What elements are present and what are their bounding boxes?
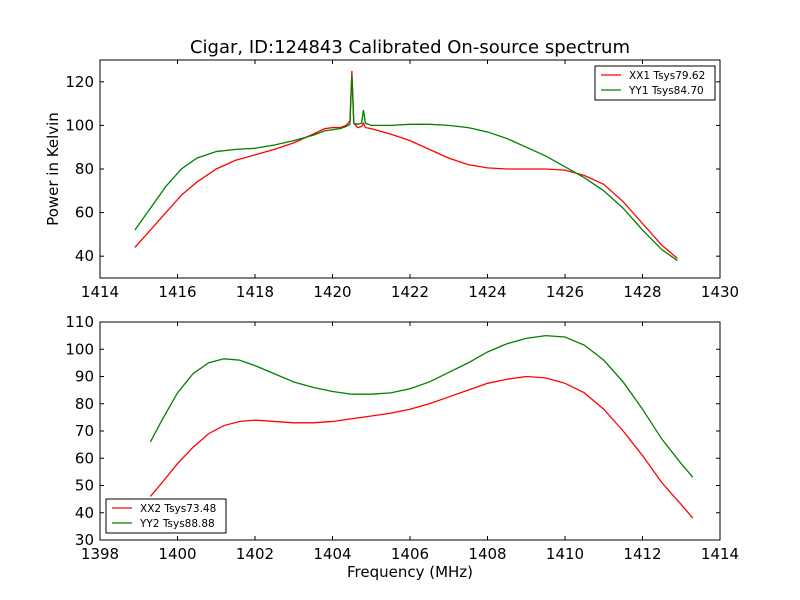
- plot-1: [99, 59, 721, 279]
- x-tick-label: 1404: [313, 545, 351, 563]
- x-tick-label: 1416: [158, 283, 196, 301]
- chart-title: Cigar, ID:124843 Calibrated On-source sp…: [190, 37, 630, 58]
- legend-box: [105, 498, 227, 534]
- series-line-xx2: [149, 375, 694, 519]
- y-tick-label: 60: [75, 204, 94, 222]
- x-tick-label: 1400: [158, 545, 196, 563]
- x-tick-label: 1402: [236, 545, 274, 563]
- x-tick-label: 1406: [391, 545, 429, 563]
- series-line-yy1: [134, 75, 678, 262]
- legend-box: [594, 65, 716, 101]
- series-line-xx1: [134, 70, 678, 259]
- y-tick-label: 100: [65, 340, 94, 358]
- x-tick-label: 1426: [546, 283, 584, 301]
- y-tick-label: 70: [75, 422, 94, 440]
- y-tick-label: 40: [75, 504, 94, 522]
- y-tick-label: 40: [75, 247, 94, 265]
- y-tick-label: 60: [75, 449, 94, 467]
- legend-label: XX1 Tsys79.62: [629, 70, 705, 82]
- y-tick-label: 110: [65, 313, 94, 331]
- series-line-yy2: [149, 334, 694, 478]
- y-tick-label: 120: [65, 73, 94, 91]
- x-tick-label: 1422: [391, 283, 429, 301]
- legend-label: YY1 Tsys84.70: [628, 85, 704, 97]
- plot-2: [99, 321, 721, 541]
- x-tick-label: 1414: [701, 545, 739, 563]
- x-tick-label: 1414: [81, 283, 119, 301]
- x-tick-label: 1408: [468, 545, 506, 563]
- y-tick-label: 80: [75, 160, 94, 178]
- x-tick-label: 1420: [313, 283, 351, 301]
- y-tick-label: 90: [75, 368, 94, 386]
- x-tick-label: 1410: [546, 545, 584, 563]
- legend-label: XX2 Tsys73.48: [140, 503, 216, 515]
- x-tick-label: 1430: [701, 283, 739, 301]
- x-tick-label: 1428: [623, 283, 661, 301]
- x-axis-label: Frequency (MHz): [347, 563, 473, 581]
- y-tick-label: 50: [75, 477, 94, 495]
- legend-label: YY2 Tsys88.88: [139, 518, 215, 530]
- x-tick-label: 1424: [468, 283, 506, 301]
- y-tick-label: 100: [65, 116, 94, 134]
- y-tick-label: 30: [75, 531, 94, 549]
- y-tick-label: 80: [75, 395, 94, 413]
- x-tick-label: 1398: [81, 545, 119, 563]
- y-axis-label: Power in Kelvin: [44, 112, 62, 226]
- x-tick-label: 1418: [236, 283, 274, 301]
- x-tick-label: 1412: [623, 545, 661, 563]
